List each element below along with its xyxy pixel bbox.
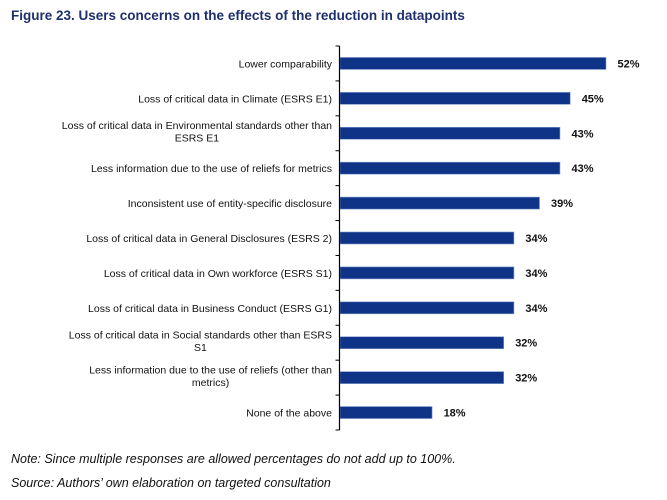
category-label: Loss of critical data in Business Conduc… xyxy=(88,303,332,315)
value-labels-group: 52% 45% 43% 43% 39% 34% 34% 34% 32% 32% 18% xyxy=(444,58,640,419)
category-label: Loss of critical data in Own workforce (… xyxy=(104,268,332,280)
value-label: 34% xyxy=(525,268,547,280)
value-label: 34% xyxy=(525,233,547,245)
value-label: 43% xyxy=(571,128,593,140)
value-label: 32% xyxy=(515,338,537,350)
bar xyxy=(339,406,433,419)
category-label: Lower comparability xyxy=(239,58,333,70)
bar xyxy=(339,336,504,350)
category-labels-group: Lower comparability Loss of critical data… xyxy=(62,58,333,419)
bar xyxy=(339,92,571,105)
value-label: 52% xyxy=(618,58,640,70)
bar xyxy=(339,57,607,70)
category-label: Less information due to the use of relie… xyxy=(91,163,332,175)
bars-group xyxy=(339,57,607,419)
value-label: 43% xyxy=(571,163,593,175)
bar-chart: Lower comparability Loss of critical data… xyxy=(62,45,640,431)
bar xyxy=(339,266,515,280)
y-axis xyxy=(335,45,341,431)
bar xyxy=(339,196,540,210)
category-label: Inconsistent use of entity-specific disc… xyxy=(128,198,332,210)
category-label: None of the above xyxy=(246,408,332,420)
bar xyxy=(339,126,561,140)
value-label: 45% xyxy=(582,93,604,105)
value-label: 32% xyxy=(515,373,537,385)
category-label: Less information due to the use of relie… xyxy=(89,364,332,389)
category-label: Loss of critical data in Environmental s… xyxy=(62,120,332,145)
bar xyxy=(339,371,504,384)
bar xyxy=(339,231,515,245)
bar xyxy=(339,161,561,175)
category-label: Loss of critical data in General Disclos… xyxy=(86,233,332,245)
source-text: Source: Authors’ own elaboration on targ… xyxy=(11,476,331,490)
category-label: Loss of critical data in Climate (ESRS E… xyxy=(138,93,332,105)
chart-title: Figure 23. Users concerns on the effects… xyxy=(11,8,465,23)
value-label: 39% xyxy=(551,198,573,210)
category-label: Loss of critical data in Social standard… xyxy=(69,329,332,354)
bar xyxy=(339,301,515,315)
value-label: 34% xyxy=(525,303,547,315)
value-label: 18% xyxy=(444,408,466,420)
note-text: Note: Since multiple responses are allow… xyxy=(11,452,456,466)
